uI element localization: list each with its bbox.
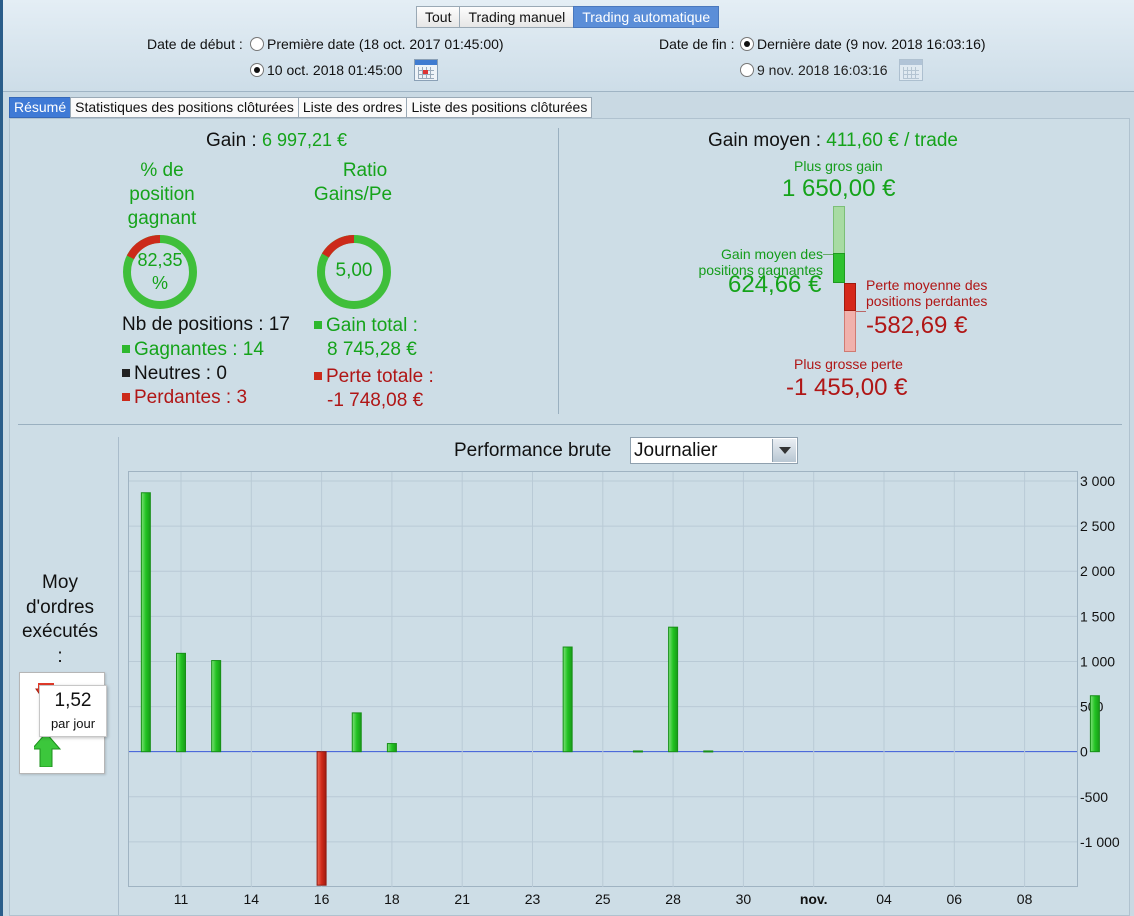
mode-tabs: Tout Trading manuel Trading automatique (416, 6, 720, 28)
x-tick-label: 21 (454, 891, 470, 907)
positive-bar (386, 743, 397, 753)
win-pct-donut (123, 235, 197, 309)
y-tick-label: 1 000 (1080, 653, 1115, 669)
calendar-icon[interactable] (414, 59, 438, 81)
tab-trading-manuel[interactable]: Trading manuel (459, 6, 575, 28)
y-tick-label: -500 (1080, 789, 1108, 805)
gain-heading: Gain : 6 997,21 € (206, 130, 347, 152)
period-select[interactable]: Journalier (630, 437, 798, 464)
y-tick-label: -1 000 (1080, 834, 1120, 850)
result-tabs: Résumé Statistiques des positions clôtur… (9, 97, 593, 118)
positive-bar (632, 750, 643, 753)
x-tick-label: 08 (1017, 891, 1033, 907)
date-start-custom-radio[interactable] (250, 63, 264, 77)
x-tick-label: 30 (736, 891, 752, 907)
ratio-value: 5,00 (335, 260, 373, 281)
win-pct-title: % de position gagnant (127, 160, 197, 229)
positions-neutral: Neutres : 0 (122, 363, 227, 385)
biggest-loss-value: -1 455,00 € (786, 374, 908, 401)
horizontal-divider (18, 424, 1122, 425)
tab-statistiques[interactable]: Statistiques des positions clôturées (70, 97, 299, 118)
x-tick-label: 11 (174, 891, 189, 907)
gain-value: 6 997,21 € (261, 130, 348, 150)
chevron-down-icon[interactable] (772, 439, 796, 462)
date-start-first-radio[interactable] (250, 37, 264, 51)
positions-count: Nb de positions : 17 (122, 314, 290, 335)
positive-bar (176, 652, 186, 753)
positive-bar (351, 712, 362, 753)
avg-loss-value: -582,69 € (866, 312, 968, 339)
x-tick-label: 23 (525, 891, 541, 907)
win-pct-value: 82,35 % (137, 250, 183, 293)
positive-bar (1089, 695, 1100, 753)
positive-bar (562, 646, 573, 753)
gain-total-label: Gain total : (314, 315, 418, 337)
x-tick-label: 16 (314, 891, 330, 907)
x-tick-label: 04 (876, 891, 892, 907)
tab-resume[interactable]: Résumé (9, 97, 72, 118)
date-end-label: Date de fin : (659, 36, 735, 52)
section-divider (558, 128, 559, 414)
loss-total-value: -1 748,08 € (327, 390, 424, 411)
orders-avg-card: 1,52 par jour (19, 672, 107, 774)
orders-avg-label: Moy d'ordres exécutés : (21, 572, 99, 667)
x-tick-label: 28 (665, 891, 681, 907)
date-start-custom-value[interactable]: 10 oct. 2018 01:45:00 (267, 62, 403, 78)
y-tick-label: 2 500 (1080, 518, 1115, 534)
date-start-first-option[interactable]: Première date (18 oct. 2017 01:45:00) (267, 36, 504, 52)
negative-bar (316, 751, 327, 886)
positive-bar (703, 750, 714, 753)
tab-liste-ordres[interactable]: Liste des ordres (297, 97, 408, 118)
date-end-last-option[interactable]: Dernière date (9 nov. 2018 16:03:16) (757, 36, 986, 52)
positive-bar (211, 660, 222, 753)
biggest-gain-value: 1 650,00 € (782, 175, 896, 202)
y-tick-label: 3 000 (1080, 473, 1115, 489)
positions-losing: Perdantes : 3 (122, 387, 247, 409)
biggest-gain-label: Plus gros gain (794, 158, 883, 174)
gain-label: Gain : (206, 130, 257, 151)
x-tick-label: 18 (384, 891, 400, 907)
y-tick-label: 0 (1080, 744, 1088, 760)
date-start-label: Date de début : (147, 36, 243, 52)
orders-avg-unit: par jour (50, 716, 96, 731)
tab-liste-positions[interactable]: Liste des positions clôturées (406, 97, 593, 118)
ratio-title: Ratio Gains/Pe (313, 160, 393, 205)
window-edge (0, 0, 3, 916)
positions-winning: Gagnantes : 14 (122, 339, 264, 361)
positive-bar (668, 626, 679, 753)
loss-total-label: Perte totale : (314, 366, 434, 388)
avg-loss-label: Perte moyenne des positions perdantes (866, 277, 988, 309)
avg-win-bar (833, 253, 845, 283)
ratio-donut (317, 235, 391, 309)
date-end-custom-value[interactable]: 9 nov. 2018 16:03:16 (757, 62, 888, 78)
date-end-custom-radio[interactable] (740, 63, 754, 77)
date-end-last-radio[interactable] (740, 37, 754, 51)
orders-avg-value: 1,52 (54, 690, 92, 711)
tab-tout[interactable]: Tout (416, 6, 461, 28)
avg-gain-heading: Gain moyen : 411,60 € / trade (708, 130, 958, 151)
orders-avg-box: 1,52 par jour (39, 685, 107, 737)
y-tick-label: 2 000 (1080, 563, 1115, 579)
biggest-loss-label: Plus grosse perte (794, 356, 903, 372)
avg-gain-value: 411,60 € / trade (826, 130, 958, 151)
period-select-value: Journalier (634, 440, 718, 461)
x-tick-label: 14 (244, 891, 260, 907)
avg-loss-bar (844, 283, 856, 311)
gain-total-value: 8 745,28 € (327, 339, 417, 360)
avg-loss-leader (856, 311, 866, 312)
avg-win-label: Gain moyen des positions gagnantes (698, 246, 823, 278)
positive-bar (140, 492, 151, 753)
x-tick-label: 06 (947, 891, 963, 907)
left-separator (118, 437, 119, 915)
avg-win-leader (823, 254, 833, 255)
tab-trading-automatique[interactable]: Trading automatique (573, 6, 720, 28)
calendar-icon-disabled (899, 59, 923, 81)
x-tick-label: nov. (800, 891, 828, 907)
y-tick-label: 1 500 (1080, 608, 1115, 624)
x-tick-label: 25 (595, 891, 611, 907)
avg-win-value: 624,66 € (728, 271, 822, 298)
performance-title: Performance brute (454, 440, 612, 461)
